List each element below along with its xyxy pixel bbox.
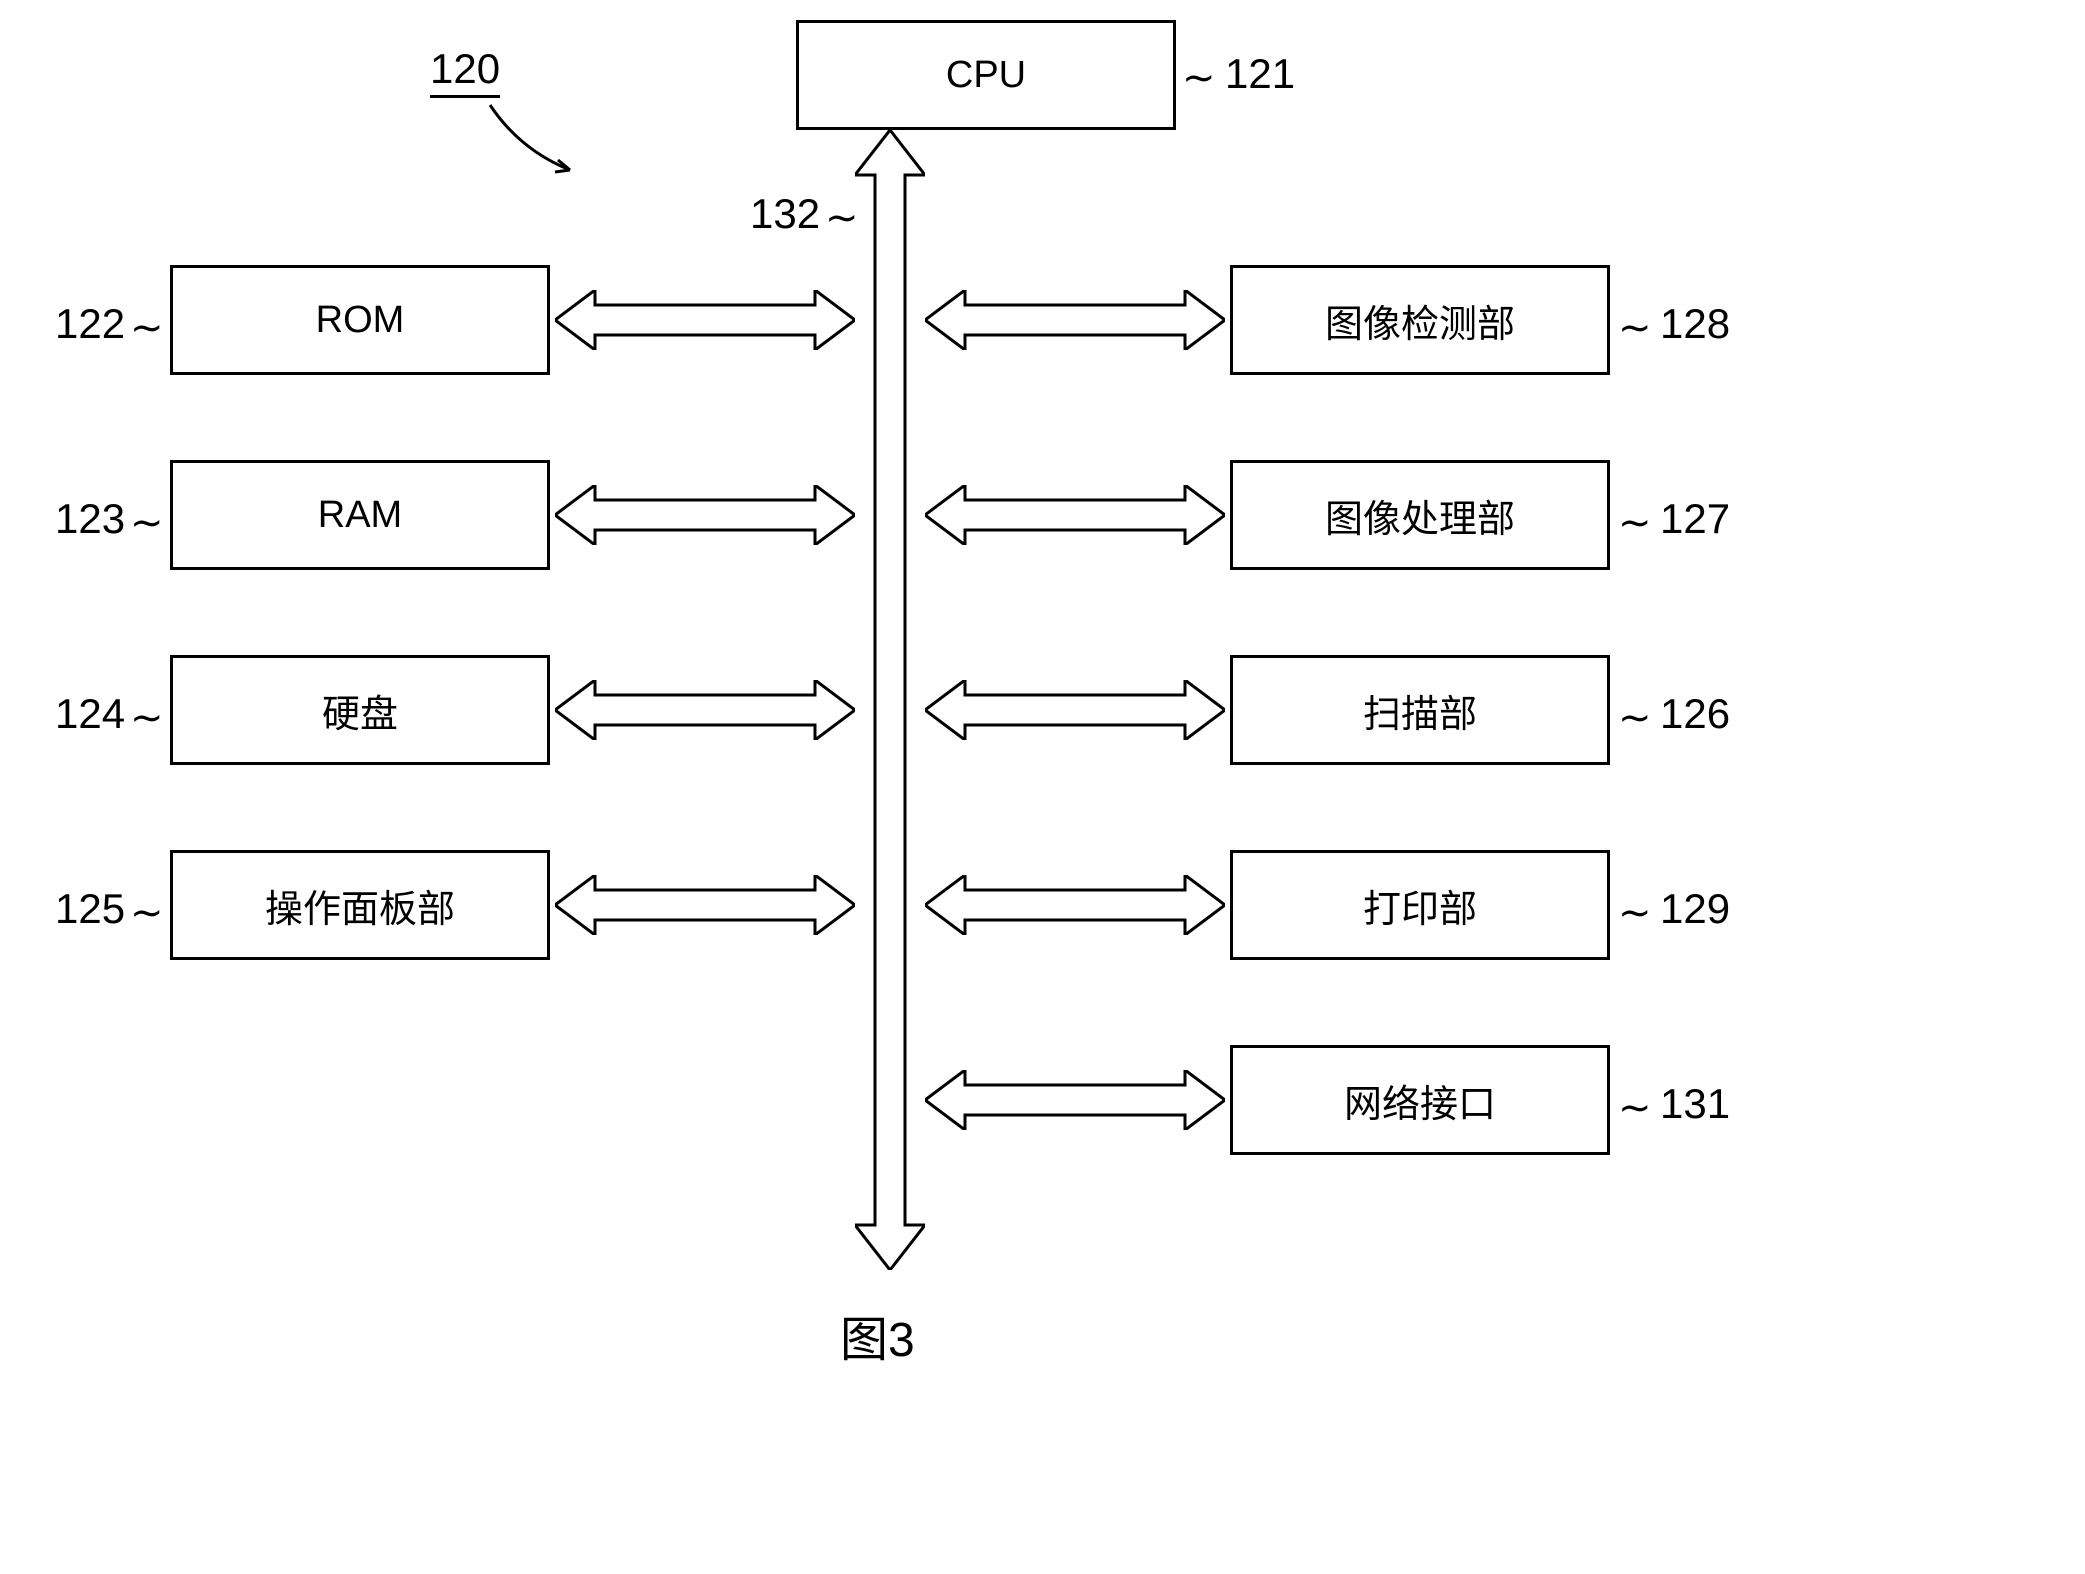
- rom-label: ROM: [316, 299, 405, 342]
- tilde-cpu: ∼: [1182, 55, 1216, 101]
- print-label: 打印部: [1363, 878, 1477, 933]
- hdd-block: 硬盘: [170, 655, 550, 765]
- scan-label: 扫描部: [1363, 683, 1477, 738]
- ref-scan: 126: [1660, 690, 1730, 738]
- ram-label: RAM: [318, 494, 402, 537]
- tilde-panel: ∼: [130, 890, 164, 936]
- tilde-ram: ∼: [130, 500, 164, 546]
- bus-arrow: [855, 130, 925, 1270]
- ref-hdd: 124: [55, 690, 125, 738]
- arrow-bus-net: [925, 1070, 1225, 1130]
- ref-main: 120: [430, 45, 500, 98]
- tilde-net: ∼: [1618, 1085, 1652, 1131]
- ref-panel: 125: [55, 885, 125, 933]
- net-block: 网络接口: [1230, 1045, 1610, 1155]
- arrow-bus-detect: [925, 290, 1225, 350]
- arrow-panel-bus: [555, 875, 855, 935]
- arrow-bus-print: [925, 875, 1225, 935]
- scan-block: 扫描部: [1230, 655, 1610, 765]
- tilde-hdd: ∼: [130, 695, 164, 741]
- rom-block: ROM: [170, 265, 550, 375]
- tilde-detect: ∼: [1618, 305, 1652, 351]
- ref-net: 131: [1660, 1080, 1730, 1128]
- arrow-hdd-bus: [555, 680, 855, 740]
- arrow-ram-bus: [555, 485, 855, 545]
- detect-block: 图像检测部: [1230, 265, 1610, 375]
- tilde-proc: ∼: [1618, 500, 1652, 546]
- print-block: 打印部: [1230, 850, 1610, 960]
- ref-main-pointer: [480, 100, 600, 180]
- panel-block: 操作面板部: [170, 850, 550, 960]
- arrow-bus-scan: [925, 680, 1225, 740]
- figure-label: 图3: [840, 1300, 915, 1370]
- hdd-label: 硬盘: [322, 683, 398, 738]
- proc-label: 图像处理部: [1325, 488, 1515, 543]
- ram-block: RAM: [170, 460, 550, 570]
- arrow-bus-proc: [925, 485, 1225, 545]
- tilde-scan: ∼: [1618, 695, 1652, 741]
- ref-print: 129: [1660, 885, 1730, 933]
- ref-cpu: 121: [1225, 50, 1295, 98]
- ref-ram: 123: [55, 495, 125, 543]
- tilde-bus: ∼: [825, 195, 859, 241]
- ref-proc: 127: [1660, 495, 1730, 543]
- cpu-block: CPU: [796, 20, 1176, 130]
- ref-rom: 122: [55, 300, 125, 348]
- tilde-print: ∼: [1618, 890, 1652, 936]
- ref-bus: 132: [750, 190, 820, 238]
- cpu-label: CPU: [946, 54, 1026, 97]
- arrow-rom-bus: [555, 290, 855, 350]
- ref-detect: 128: [1660, 300, 1730, 348]
- tilde-rom: ∼: [130, 305, 164, 351]
- net-label: 网络接口: [1344, 1073, 1496, 1128]
- proc-block: 图像处理部: [1230, 460, 1610, 570]
- panel-label: 操作面板部: [265, 878, 455, 933]
- detect-label: 图像检测部: [1325, 293, 1515, 348]
